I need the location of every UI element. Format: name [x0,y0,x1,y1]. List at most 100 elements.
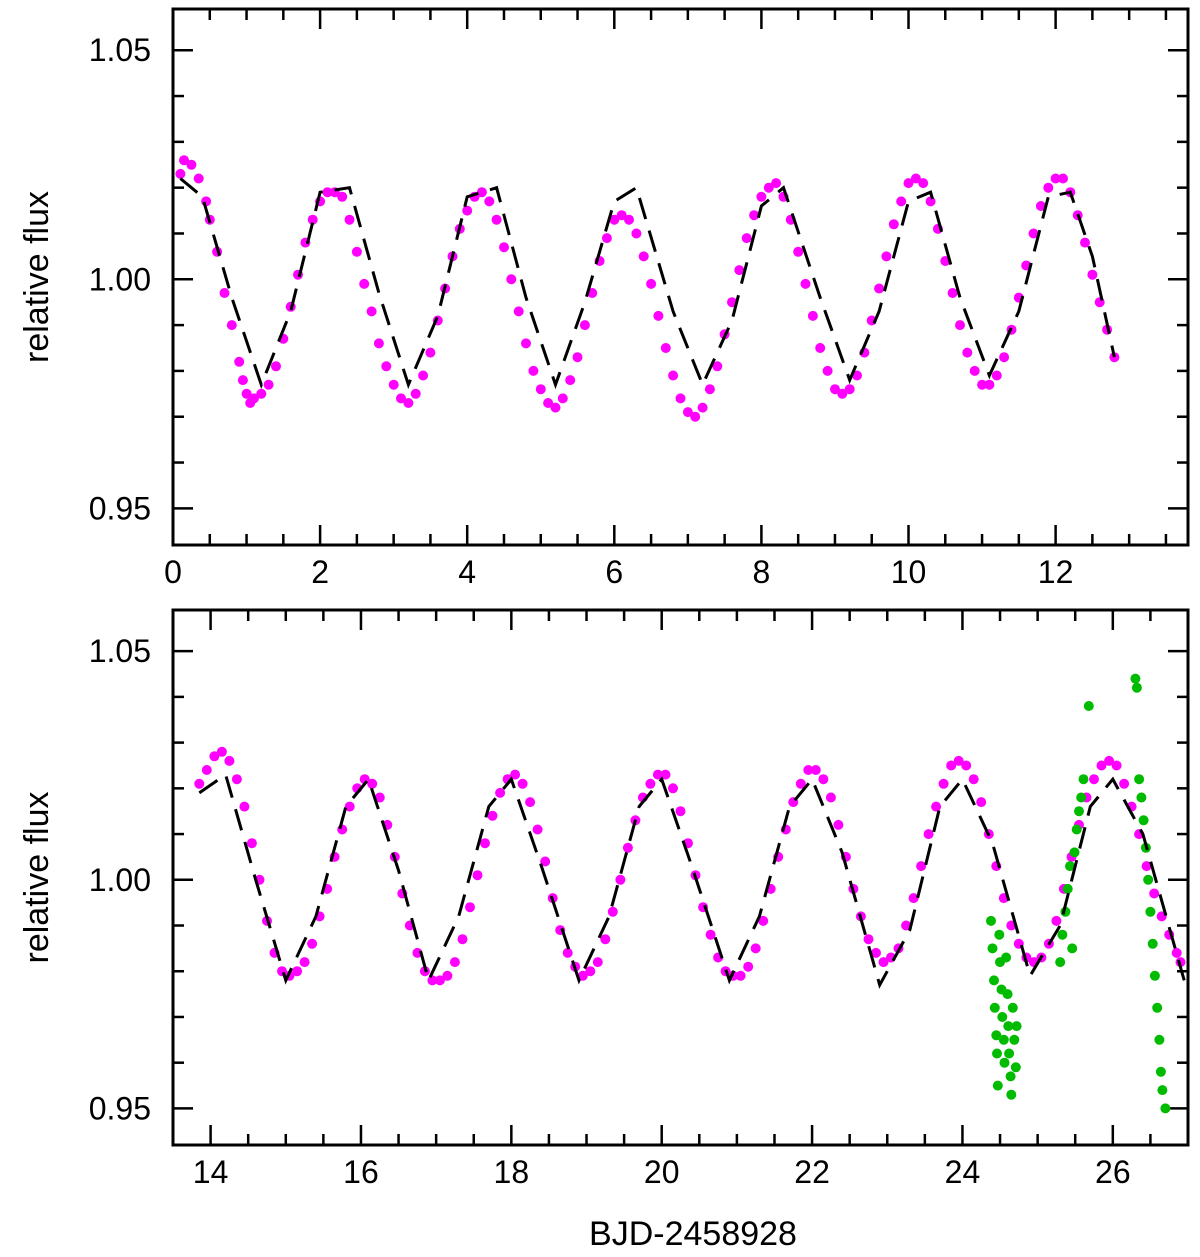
data-point [216,746,227,757]
data-point [863,934,874,945]
data-point [1134,774,1145,785]
data-point [631,228,642,239]
x-tick-label: 22 [794,1154,830,1190]
data-point [442,970,453,981]
data-point [1094,297,1105,308]
data-point [381,361,392,372]
data-point [359,278,370,289]
data-point [881,251,892,262]
data-point [337,824,348,835]
data-point [241,388,252,399]
data-point [1035,201,1046,211]
plot-frame [171,608,1190,1147]
y-axis-label: relative flux [18,792,56,964]
y-axis-label: relative flux [18,191,56,363]
data-point [418,370,429,381]
data-point [322,187,333,198]
data-point [434,975,445,986]
data-point [179,155,189,166]
data-point [803,765,814,775]
data-point [903,178,914,189]
data-point [410,388,421,399]
data-point [969,365,980,376]
data-point [1051,915,1062,926]
data-point [1028,228,1039,239]
data-point [462,205,473,216]
data-point [579,320,590,331]
data-point [557,393,568,404]
x-axis-label: BJD-2458928 [589,1215,797,1253]
data-point [1111,760,1122,771]
data-point [535,384,546,395]
data-point [818,774,829,785]
data-point [248,393,259,404]
data-point [532,824,543,835]
data-point [1096,760,1107,771]
data-point [968,774,979,785]
data-point [1007,1002,1018,1013]
x-tick-label: 24 [945,1154,981,1190]
data-point [513,306,524,317]
data-point [1011,1021,1022,1032]
data-point [374,792,385,803]
data-point [758,915,769,926]
data-point [961,760,972,771]
data-point [186,159,197,170]
data-point [388,379,399,390]
y-tick-label: 1.00 [89,862,151,898]
data-point [1010,1062,1021,1073]
top-panel: 0 2 4 6 8 10 12 0.95 1.00 1.05 relative flux [18,7,1190,590]
data-point [1130,673,1141,684]
data-point [844,384,855,395]
data-point [1078,774,1089,785]
data-point [1006,1089,1017,1100]
bottom-panel: 14 16 18 20 22 24 26 0.95 1.00 1.05 relative flux [18,608,1190,1190]
data-point [645,778,656,789]
data-point [239,801,250,812]
y-tick-label: 0.95 [89,490,151,526]
data-point [219,288,230,298]
data-point [991,370,1002,381]
data-point [521,338,531,349]
data-point [749,210,760,221]
data-point [525,797,536,808]
data-point [833,819,844,830]
data-point [1065,861,1075,872]
data-point [256,388,267,399]
data-point [495,787,506,798]
data-point [237,375,248,386]
data-point [953,755,964,766]
data-point [704,384,715,395]
data-point [1147,938,1158,949]
data-point [1138,815,1149,826]
data-point [938,778,949,789]
data-point [660,769,671,780]
data-point [517,778,528,789]
data-point [373,338,384,349]
data-point [653,310,664,321]
data-point [756,191,767,202]
data-point [193,173,204,184]
data-point [234,356,245,367]
data-point [615,874,626,885]
data-point [1154,1034,1165,1045]
x-tick-label: 10 [891,554,927,590]
data-point [991,1030,1002,1041]
x-tick-label: 6 [605,554,623,590]
data-point [992,1080,1003,1091]
data-point [510,769,521,780]
data-point [307,938,318,949]
x-tick-label: 4 [458,554,476,590]
data-point [947,288,958,298]
data-point [918,178,929,189]
data-point [1145,906,1156,917]
data-point [852,370,862,381]
y-tick-label: 1.00 [89,261,151,297]
x-tick-label: 18 [494,1154,530,1190]
data-point [224,755,235,766]
data-point [741,233,752,244]
data-point [925,196,936,207]
data-point [1087,269,1098,280]
data-point [476,187,487,198]
